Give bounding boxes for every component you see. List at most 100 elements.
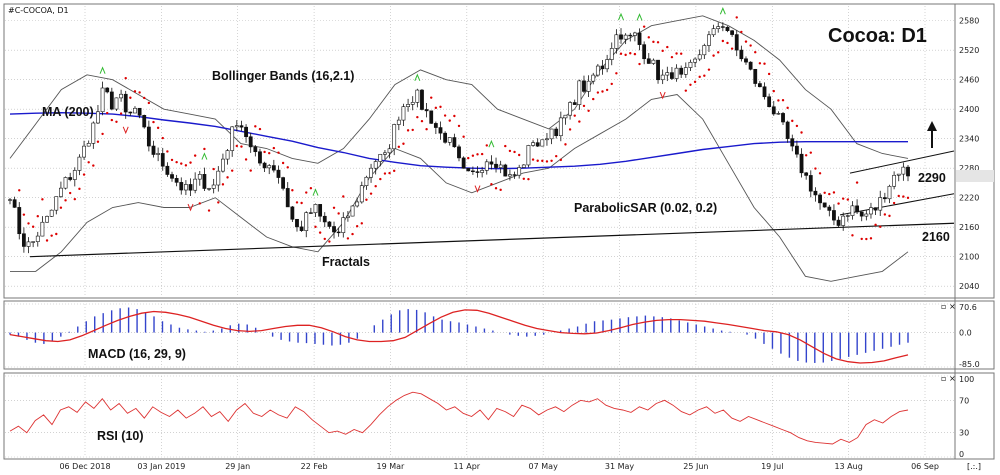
sar-dot bbox=[45, 239, 49, 242]
sar-dot bbox=[818, 172, 822, 175]
candle-body bbox=[35, 235, 40, 242]
macd-restore-icon[interactable]: ▫ bbox=[941, 302, 946, 311]
candle-body bbox=[475, 171, 480, 173]
sar-dot bbox=[508, 149, 512, 153]
rsi-restore-icon[interactable]: ▫ bbox=[941, 374, 946, 383]
sar-dot bbox=[735, 16, 738, 19]
candle-body bbox=[119, 93, 123, 99]
sar-dot bbox=[476, 153, 479, 156]
sar-dot bbox=[545, 160, 549, 163]
fractal-up-marker bbox=[201, 152, 208, 160]
candle-body bbox=[290, 206, 295, 220]
sar-dot bbox=[471, 154, 475, 157]
up-arrow-icon bbox=[927, 121, 937, 148]
sar-dot bbox=[666, 45, 669, 49]
sar-dot bbox=[587, 109, 590, 112]
sar-dot bbox=[249, 169, 252, 172]
fractal-up-marker bbox=[618, 12, 624, 21]
candle-body bbox=[845, 215, 850, 217]
sar-dot bbox=[207, 209, 211, 212]
sar-dot bbox=[59, 206, 63, 209]
sar-dot bbox=[198, 202, 201, 205]
candle-body bbox=[128, 111, 133, 114]
sar-dot bbox=[203, 147, 206, 151]
sar-dot bbox=[138, 91, 141, 94]
y-tick-label: 2460 bbox=[959, 76, 979, 85]
y-tick-label: 2160 bbox=[959, 223, 979, 232]
candle-body bbox=[457, 146, 461, 159]
sar-dot bbox=[443, 114, 447, 117]
candle-body bbox=[892, 174, 897, 187]
sar-dot bbox=[707, 68, 711, 71]
macd-close-icon[interactable]: × bbox=[949, 302, 956, 311]
candle-body bbox=[651, 59, 656, 64]
sar-dot bbox=[430, 96, 433, 99]
sar-dot bbox=[244, 158, 248, 161]
candle-body bbox=[438, 127, 443, 134]
sar-dot bbox=[675, 52, 678, 55]
sar-dot bbox=[342, 195, 345, 198]
candle-body bbox=[54, 196, 59, 211]
fractal-down-marker bbox=[187, 203, 194, 212]
sar-dot bbox=[592, 97, 595, 101]
sar-dot bbox=[268, 151, 271, 155]
candle-body bbox=[420, 89, 424, 110]
sar-dot bbox=[740, 30, 743, 34]
macd-label: MACD (16, 29, 9) bbox=[88, 347, 186, 361]
sar-dot bbox=[425, 128, 428, 131]
candle-body bbox=[63, 177, 68, 189]
candle-body bbox=[901, 166, 906, 175]
sar-dot bbox=[328, 240, 331, 243]
rsi-close-icon[interactable]: × bbox=[949, 374, 956, 383]
candle-body bbox=[864, 213, 869, 217]
sar-dot bbox=[406, 129, 410, 132]
candle-body bbox=[359, 185, 364, 203]
candle-body bbox=[262, 162, 267, 169]
sar-dot bbox=[212, 167, 215, 171]
main-panel-frame bbox=[3, 3, 995, 299]
macd-series bbox=[9, 307, 909, 364]
macd-signal-line bbox=[9, 309, 909, 364]
resistance-level-label: 2290 bbox=[918, 171, 946, 185]
sar-dot bbox=[453, 114, 456, 118]
rsi-tick-label: 30 bbox=[959, 429, 969, 438]
sar-dot bbox=[763, 62, 766, 65]
candle-body bbox=[327, 221, 332, 227]
sar-dot bbox=[166, 150, 169, 153]
candle-body bbox=[540, 139, 545, 147]
sar-dot bbox=[87, 161, 90, 164]
sar-dot bbox=[846, 198, 850, 201]
sar-dot bbox=[115, 120, 118, 123]
candle-body bbox=[577, 80, 582, 105]
candle-body bbox=[392, 124, 397, 150]
sar-dot bbox=[703, 74, 706, 77]
sar-dot bbox=[152, 120, 155, 124]
candle-body bbox=[869, 207, 873, 215]
rsi-label: RSI (10) bbox=[97, 429, 144, 443]
scroll-control[interactable]: [.:.] bbox=[967, 462, 981, 471]
sar-dot bbox=[383, 172, 387, 175]
candle-body bbox=[415, 89, 420, 103]
symbol-label: #C-COCOA, D1 bbox=[8, 6, 69, 15]
channel-lower-line bbox=[839, 193, 955, 216]
y-tick-label: 2100 bbox=[959, 253, 979, 262]
sar-dot bbox=[874, 223, 877, 227]
candle-body bbox=[688, 61, 693, 68]
y-tick-label: 2520 bbox=[959, 46, 979, 55]
candle-body bbox=[146, 126, 151, 147]
sar-dot bbox=[800, 131, 803, 134]
sar-dot bbox=[180, 162, 183, 165]
candle-body bbox=[767, 96, 772, 108]
sar-dot bbox=[332, 206, 336, 209]
y-tick-label: 2580 bbox=[959, 17, 979, 26]
sar-dot bbox=[439, 105, 442, 109]
sar-dot bbox=[110, 118, 114, 122]
candle-body bbox=[841, 215, 846, 226]
candle-body bbox=[517, 167, 522, 176]
y-tick-label: 2220 bbox=[959, 194, 979, 203]
fractal-up-marker bbox=[719, 6, 726, 15]
candle-body bbox=[642, 44, 647, 60]
sar-dot bbox=[147, 101, 151, 105]
sar-dot bbox=[670, 55, 674, 59]
sar-dot bbox=[832, 191, 836, 194]
